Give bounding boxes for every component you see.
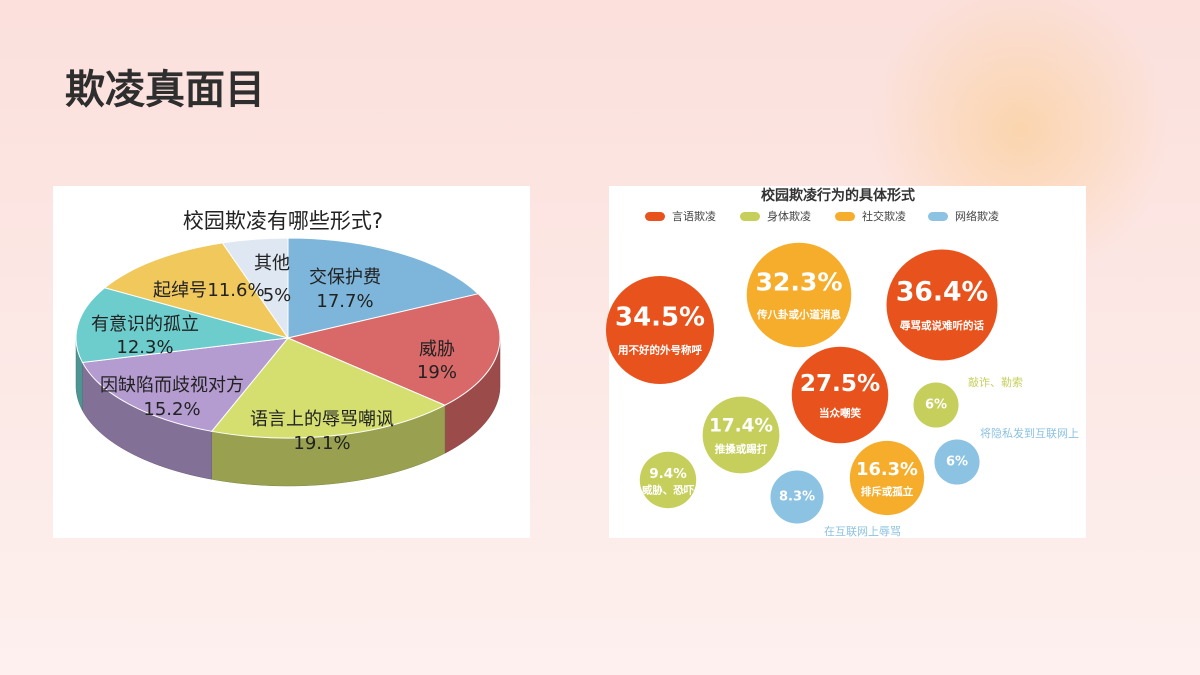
bubble-label: 在互联网上辱骂 xyxy=(824,525,901,538)
pie-slice xyxy=(286,293,501,406)
value-label: 32.3% xyxy=(755,267,842,296)
value-label: 19% xyxy=(417,362,457,383)
bubble-label: 将隐私发到互联网上 xyxy=(980,426,1079,440)
value-label: 8.3% xyxy=(779,490,815,505)
pie-slice xyxy=(221,237,289,340)
value-label: 5% xyxy=(263,285,292,306)
bubble xyxy=(791,346,889,444)
value-label: 11.6% xyxy=(207,280,264,301)
chart-title: 校园欺凌行为的具体形式 xyxy=(761,187,915,204)
value-label: 12.3% xyxy=(116,337,173,358)
value-label: 36.4% xyxy=(896,276,988,307)
slice-label: 其他 xyxy=(254,253,290,274)
bubble xyxy=(934,439,980,485)
slice-label: 语言上的辱骂嘲讽 xyxy=(250,409,394,430)
bubble xyxy=(913,382,959,428)
pie-slice xyxy=(81,337,290,432)
bubble xyxy=(746,242,852,348)
bubble-label: 敲诈、勒索 xyxy=(968,375,1023,389)
value-label: 6% xyxy=(946,455,968,470)
bubble-label: 排斥或孤立 xyxy=(861,485,914,498)
pie-slice xyxy=(103,242,290,339)
legend-label: 网络欺凌 xyxy=(955,209,999,223)
bubble-label: 传八卦或小道消息 xyxy=(756,308,841,321)
bubble xyxy=(770,470,824,524)
slide-title: 欺凌真面目 xyxy=(65,67,265,113)
bubble xyxy=(702,396,780,474)
value-label: 27.5% xyxy=(800,371,880,397)
pie-slice xyxy=(287,237,480,339)
legend-label: 社交欺凌 xyxy=(862,209,906,223)
slice-label: 起绰号 xyxy=(153,280,207,301)
value-label: 15.2% xyxy=(143,399,200,420)
value-label: 19.1% xyxy=(293,433,350,454)
value-label: 17.4% xyxy=(709,416,773,437)
slice-label: 交保护费 xyxy=(309,267,381,288)
value-label: 9.4% xyxy=(649,466,687,482)
bubble-label: 推搡或踢打 xyxy=(715,443,768,456)
value-label: 17.7% xyxy=(316,291,373,312)
bubble xyxy=(639,451,697,509)
bubble xyxy=(605,275,715,385)
pie-slice xyxy=(75,287,289,363)
bubble-label: 当众嘲笑 xyxy=(819,406,861,419)
bubble-label: 威胁、恐吓 xyxy=(642,484,695,497)
value-label: 16.3% xyxy=(856,459,918,480)
value-label: 6% xyxy=(925,398,947,413)
legend-swatch xyxy=(835,212,855,221)
pie-slice xyxy=(210,337,447,439)
legend-swatch xyxy=(740,212,760,221)
bubble-label: 用不好的外号称呼 xyxy=(617,344,702,357)
legend-swatch xyxy=(645,212,665,221)
bubble xyxy=(849,440,925,516)
value-label: 34.5% xyxy=(615,303,705,333)
legend-label: 言语欺凌 xyxy=(672,209,716,223)
slice-label: 威胁 xyxy=(419,339,455,360)
slice-label: 因缺陷而歧视对方 xyxy=(100,375,244,396)
bubble-label: 辱骂或说难听的话 xyxy=(900,319,984,332)
slice-label: 有意识的孤立 xyxy=(91,314,199,335)
chart-title: 校园欺凌有哪些形式? xyxy=(183,209,383,233)
legend-label: 身体欺凌 xyxy=(767,209,811,223)
bubble xyxy=(886,249,998,361)
legend-swatch xyxy=(928,212,948,221)
